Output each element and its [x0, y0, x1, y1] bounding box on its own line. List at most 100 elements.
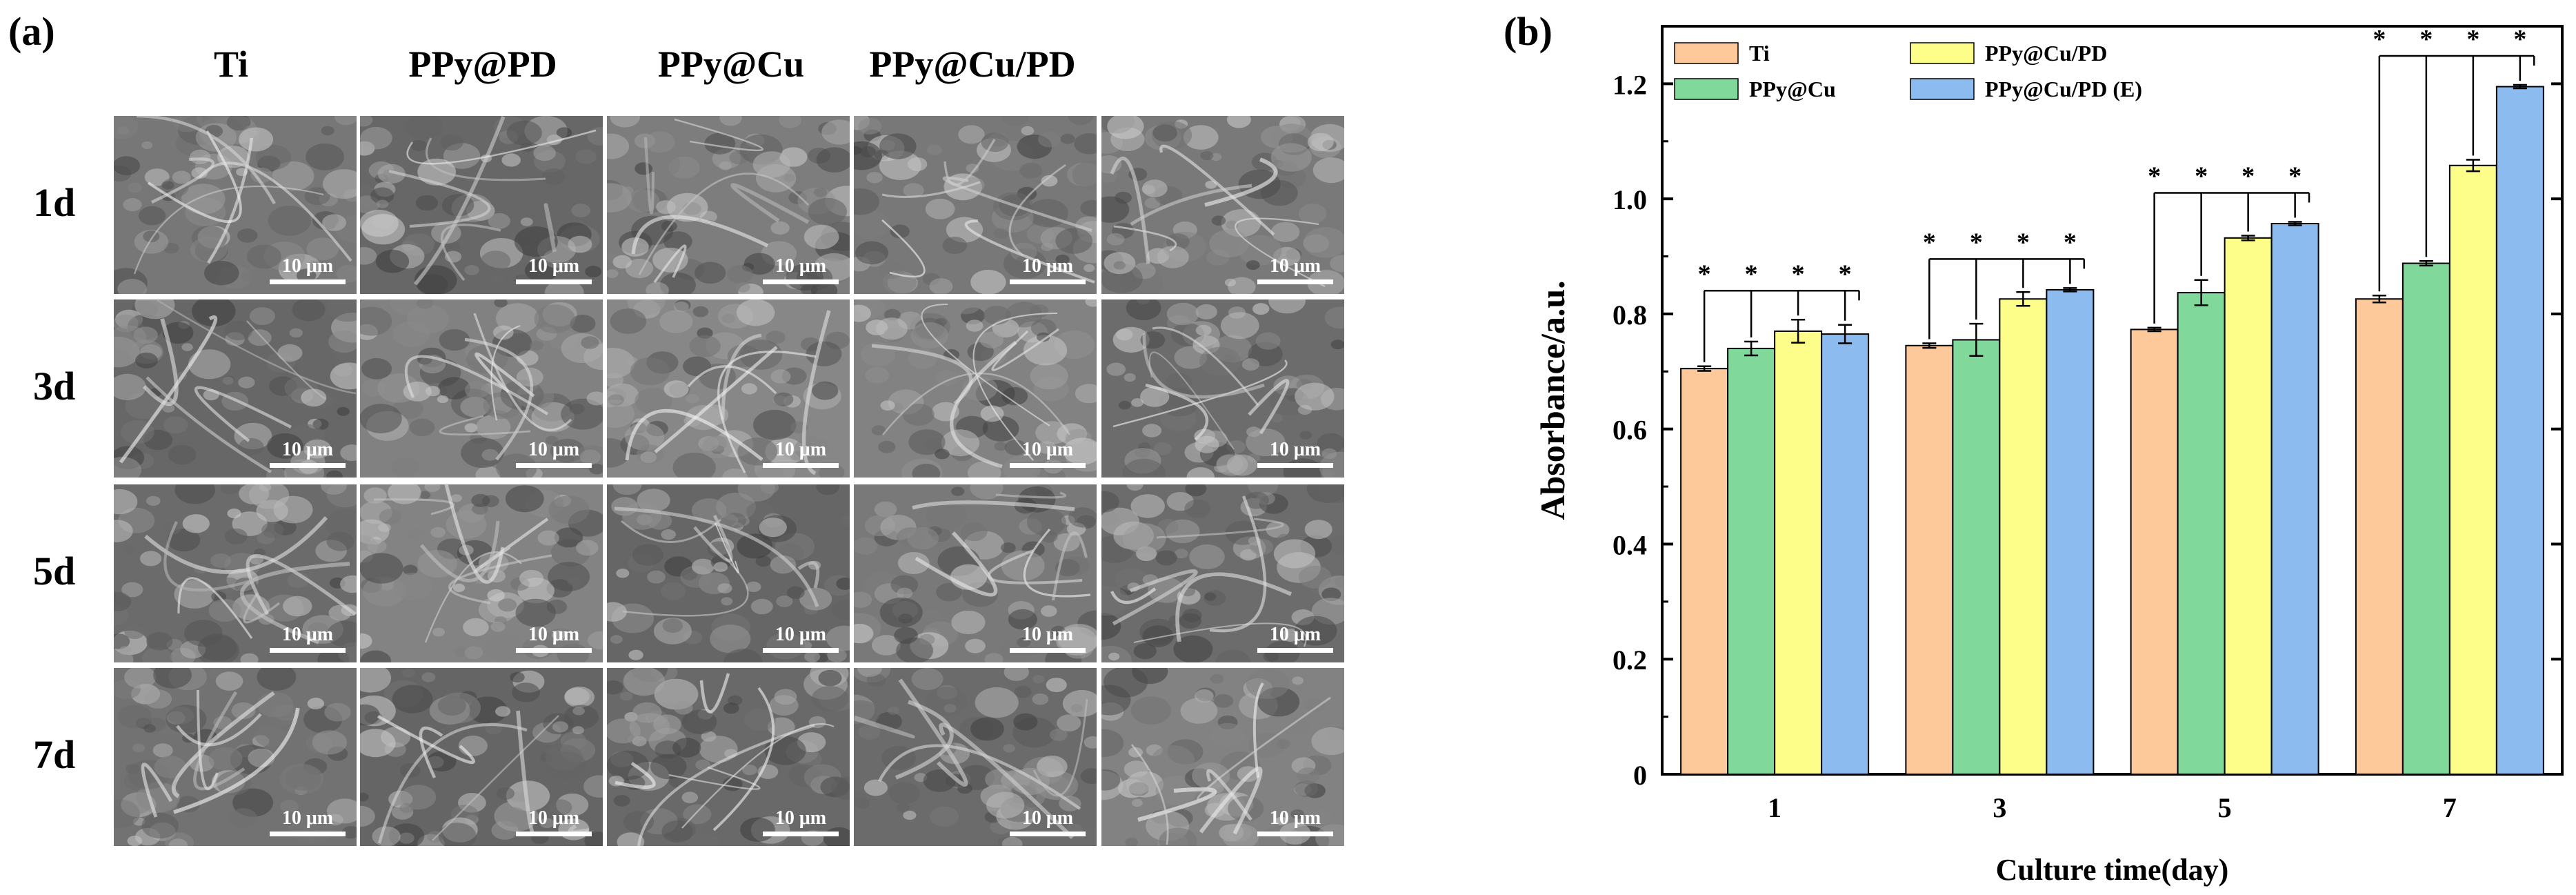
- scale-bar-line: [763, 648, 839, 653]
- sem-image: 10 μm: [854, 116, 1097, 294]
- x-tick-label: 3: [1993, 792, 2006, 823]
- legend-swatch: [1674, 42, 1739, 64]
- scale-bar-line: [270, 832, 346, 836]
- scale-bar-label: 10 μm: [1021, 807, 1074, 829]
- bar: [2448, 164, 2497, 775]
- legend-label: PPy@Cu: [1749, 77, 1836, 101]
- scale-bar: 10 μm: [516, 439, 592, 468]
- bar: [2355, 298, 2404, 775]
- scale-bar: 10 μm: [1257, 439, 1333, 468]
- scale-bar-line: [516, 279, 592, 284]
- legend-swatch: [1910, 42, 1975, 64]
- sem-image: 10 μm: [1101, 668, 1344, 846]
- significance-star: *: [1970, 228, 1983, 257]
- significance-star: *: [2466, 25, 2479, 54]
- scale-bar-label: 10 μm: [528, 255, 580, 277]
- scale-bar-label: 10 μm: [1021, 255, 1074, 277]
- x-tick-label: 5: [2218, 792, 2232, 823]
- scale-bar-line: [270, 648, 346, 653]
- y-tick-label: 0.4: [1613, 529, 1647, 560]
- scale-bar-label: 10 μm: [1269, 807, 1321, 829]
- scale-bar-line: [763, 463, 839, 468]
- significance-star: *: [1698, 259, 1711, 288]
- sem-image: 10 μm: [607, 299, 850, 478]
- x-tick-label: 1: [1768, 792, 1781, 823]
- scale-bar-label: 10 μm: [775, 624, 827, 645]
- scale-bar-label: 10 μm: [1021, 439, 1074, 460]
- panel-b-label: (b): [1504, 9, 1552, 54]
- sem-image: 10 μm: [607, 484, 850, 662]
- bar: [1774, 330, 1823, 775]
- scale-bar-label: 10 μm: [281, 439, 334, 460]
- significance-star: *: [2195, 162, 2208, 191]
- sem-image: 10 μm: [360, 299, 603, 478]
- legend-label: PPy@Cu/PD: [1985, 41, 2107, 66]
- bar: [1952, 339, 2001, 775]
- row-label: 7d: [33, 732, 76, 777]
- sem-image: 10 μm: [607, 668, 850, 846]
- legend-swatch: [1674, 78, 1739, 100]
- scale-bar: 10 μm: [1010, 624, 1086, 653]
- scale-bar-line: [516, 463, 592, 468]
- bar: [2402, 262, 2450, 775]
- y-tick-label: 0.6: [1613, 415, 1647, 446]
- sem-image: 10 μm: [360, 116, 603, 294]
- scale-bar: 10 μm: [270, 624, 346, 653]
- sem-image: 10 μm: [360, 668, 603, 846]
- sem-image: 10 μm: [854, 484, 1097, 662]
- significance-star: *: [1745, 259, 1758, 288]
- scale-bar-line: [763, 832, 839, 836]
- scale-bar: 10 μm: [1010, 255, 1086, 284]
- scale-bar: 10 μm: [763, 255, 839, 284]
- scale-bar-label: 10 μm: [528, 439, 580, 460]
- legend-label: Ti: [1749, 41, 1770, 66]
- y-axis-label: Absorbance/a.u.: [1533, 280, 1572, 520]
- y-tick-label: 0: [1633, 760, 1647, 791]
- column-label: PPy@Cu: [657, 43, 805, 85]
- scale-bar: 10 μm: [1257, 255, 1333, 284]
- sem-image: 10 μm: [114, 668, 357, 846]
- significance-star: *: [2373, 25, 2386, 54]
- significance-star: *: [2017, 228, 2030, 257]
- column-label: PPy@Cu/PD: [869, 43, 1076, 85]
- scale-bar-line: [1010, 279, 1086, 284]
- row-label: 5d: [33, 549, 76, 593]
- bar: [1680, 368, 1729, 775]
- scale-bar: 10 μm: [1257, 624, 1333, 653]
- scale-bar-line: [516, 648, 592, 653]
- scale-bar: 10 μm: [1010, 807, 1086, 836]
- significance-star: *: [2513, 25, 2526, 54]
- y-tick-label: 1.0: [1613, 184, 1647, 215]
- scale-bar-label: 10 μm: [528, 624, 580, 645]
- scale-bar: 10 μm: [270, 255, 346, 284]
- scale-bar-label: 10 μm: [1269, 255, 1321, 277]
- scale-bar-line: [270, 463, 346, 468]
- scale-bar: 10 μm: [1010, 439, 1086, 468]
- sem-image: 10 μm: [114, 299, 357, 478]
- y-tick-label: 0.2: [1613, 645, 1647, 676]
- scale-bar-label: 10 μm: [1269, 624, 1321, 645]
- bar: [2046, 288, 2095, 775]
- legend-label: PPy@Cu/PD (E): [1985, 77, 2142, 101]
- y-tick-label: 0.8: [1613, 299, 1647, 331]
- scale-bar: 10 μm: [763, 439, 839, 468]
- scale-bar: 10 μm: [516, 624, 592, 653]
- bar: [2495, 86, 2544, 776]
- scale-bar: 10 μm: [270, 439, 346, 468]
- significance-star: *: [2419, 25, 2433, 54]
- plot-frame: [1661, 25, 2564, 776]
- column-label: Ti: [213, 43, 249, 85]
- sem-image: 10 μm: [1101, 299, 1344, 478]
- scale-bar-label: 10 μm: [775, 807, 827, 829]
- scale-bar-line: [1010, 832, 1086, 836]
- column-label: PPy@PD: [408, 43, 557, 85]
- significance-star: *: [2064, 228, 2077, 257]
- row-label: 3d: [33, 364, 76, 409]
- scale-bar-label: 10 μm: [775, 439, 827, 460]
- significance-star: *: [1923, 228, 1936, 257]
- scale-bar-label: 10 μm: [1021, 624, 1074, 645]
- legend-swatch: [1910, 78, 1975, 100]
- scale-bar-label: 10 μm: [1269, 439, 1321, 460]
- y-tick-label: 1.2: [1613, 69, 1647, 100]
- scale-bar-label: 10 μm: [281, 255, 334, 277]
